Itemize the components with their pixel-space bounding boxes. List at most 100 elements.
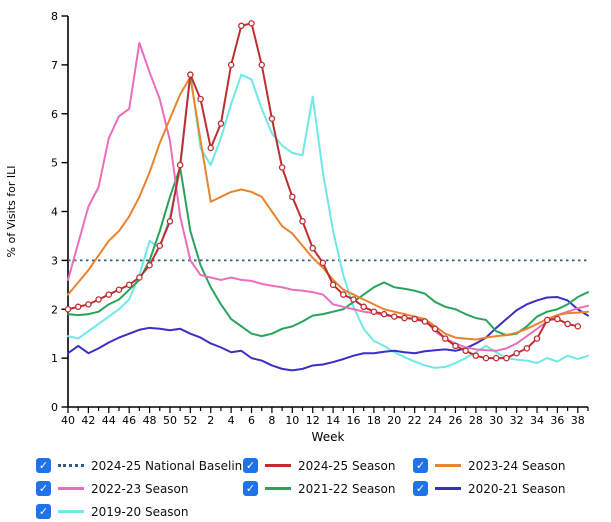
data-point-marker: [401, 314, 408, 322]
data-point-marker: [105, 291, 113, 298]
legend-checkbox-2024-25-season[interactable]: ✓: [243, 458, 258, 473]
legend-item-2020-21-season: ✓ 2020-21 Season: [413, 481, 611, 496]
data-point-marker: [115, 286, 123, 293]
data-point-marker: [462, 347, 469, 355]
legend-checkbox-2019-20-season[interactable]: ✓: [36, 504, 51, 519]
data-point-marker: [187, 71, 194, 78]
axes: [67, 16, 588, 408]
legend-swatch-2019-20-season: [58, 510, 84, 513]
data-point-marker: [452, 342, 459, 350]
series-line-2019-20-season: [67, 71, 589, 369]
svg-text:12: 12: [306, 414, 320, 427]
svg-text:52: 52: [183, 414, 197, 427]
data-point-marker: [411, 315, 418, 323]
data-point-marker: [533, 335, 541, 342]
checkmark-icon: ✓: [245, 459, 256, 472]
data-point-marker: [278, 164, 286, 171]
data-point-marker: [227, 61, 235, 69]
svg-text:4: 4: [51, 206, 58, 219]
svg-text:42: 42: [81, 414, 95, 427]
checkmark-icon: ✓: [245, 482, 256, 495]
data-point-marker: [309, 244, 316, 252]
data-point-marker: [248, 20, 255, 27]
svg-text:22: 22: [408, 414, 422, 427]
svg-text:20: 20: [387, 414, 401, 427]
svg-text:3: 3: [51, 254, 58, 267]
legend-label: 2021-22 Season: [298, 481, 396, 496]
data-point-marker: [482, 354, 490, 362]
svg-text:5: 5: [51, 157, 58, 170]
legend-checkbox-2022-23-season[interactable]: ✓: [36, 481, 51, 496]
legend-swatch-2023-24-season: [435, 464, 461, 467]
data-point-marker: [574, 323, 582, 330]
data-point-marker: [238, 22, 245, 30]
legend-checkbox-2023-24-season[interactable]: ✓: [413, 458, 428, 473]
svg-text:36: 36: [550, 414, 564, 427]
legend-swatch-2020-21-season: [435, 487, 461, 490]
series-line-2022-23-season: [67, 41, 589, 352]
checkmark-icon: ✓: [38, 505, 49, 518]
legend-item-2022-23-season: ✓ 2022-23 Season: [36, 481, 243, 496]
data-point-marker: [136, 274, 143, 281]
svg-text:40: 40: [61, 414, 75, 427]
x-axis-ticks: 40 42 44 46 48 50 52 2 4 6 8 10 12 14 16 18 20 22 24 26 28 30…: [61, 407, 589, 427]
svg-text:14: 14: [326, 414, 340, 427]
legend-label: 2023-24 Season: [468, 458, 566, 473]
legend-checkbox-2024-25-national-baseline[interactable]: ✓: [36, 458, 51, 473]
data-point-marker: [543, 316, 551, 324]
data-point-marker: [503, 354, 510, 362]
legend-item-2021-22-season: ✓ 2021-22 Season: [243, 481, 413, 496]
data-point-marker: [299, 218, 306, 225]
y-axis-ticks: 0 1 2 3 4 5 6 7 8: [51, 10, 68, 414]
legend-checkbox-2021-22-season[interactable]: ✓: [243, 481, 258, 496]
checkmark-icon: ✓: [415, 482, 426, 495]
data-point-marker: [197, 95, 204, 103]
data-point-marker: [523, 345, 531, 352]
legend-label: 2022-23 Season: [91, 481, 189, 496]
legend-swatch-2024-25-season: [265, 464, 291, 467]
data-point-marker: [554, 315, 561, 323]
data-point-marker: [370, 308, 378, 315]
data-point-marker: [431, 325, 439, 333]
legend-label: 2019-20 Season: [91, 504, 189, 519]
legend-item-2023-24-season: ✓ 2023-24 Season: [413, 458, 611, 473]
data-point-marker: [74, 303, 82, 311]
svg-text:7: 7: [51, 59, 58, 72]
svg-text:34: 34: [530, 414, 544, 427]
data-point-marker: [360, 303, 367, 311]
data-point-marker: [391, 313, 398, 320]
data-point-marker: [64, 305, 72, 313]
data-point-marker: [329, 281, 337, 289]
data-point-marker: [268, 115, 276, 122]
data-point-marker: [340, 291, 347, 298]
svg-text:16: 16: [346, 414, 360, 427]
legend-item-2019-20-season: ✓ 2019-20 Season: [36, 504, 243, 519]
data-point-marker: [85, 301, 92, 308]
legend-checkbox-2020-21-season[interactable]: ✓: [413, 481, 428, 496]
data-point-marker: [513, 349, 520, 357]
svg-text:10: 10: [285, 414, 299, 427]
svg-text:6: 6: [51, 108, 58, 121]
svg-text:2: 2: [207, 414, 214, 427]
data-point-marker: [442, 335, 449, 342]
data-point-marker: [156, 242, 164, 249]
svg-text:26: 26: [448, 414, 462, 427]
legend-label: 2020-21 Season: [468, 481, 566, 496]
svg-text:44: 44: [102, 414, 116, 427]
legend-label: 2024-25 Season: [298, 458, 396, 473]
svg-text:28: 28: [469, 414, 483, 427]
data-point-marker: [472, 352, 480, 359]
legend-item-2024-25-season: ✓ 2024-25 Season: [243, 458, 413, 473]
legend-swatch-2022-23-season: [58, 487, 84, 490]
legend-swatch-2024-25-national-baseline: [58, 464, 84, 467]
svg-text:8: 8: [268, 414, 275, 427]
legend-item-2024-25-national-baseline: ✓ 2024-25 National Baseline: [36, 458, 250, 473]
svg-text:46: 46: [122, 414, 136, 427]
svg-text:1: 1: [51, 352, 58, 365]
svg-text:18: 18: [367, 414, 381, 427]
svg-text:32: 32: [510, 414, 524, 427]
data-point-marker: [289, 193, 296, 201]
y-axis-title: % of Visits for ILI: [5, 166, 18, 258]
data-point-marker: [564, 320, 571, 328]
svg-text:8: 8: [51, 10, 58, 23]
